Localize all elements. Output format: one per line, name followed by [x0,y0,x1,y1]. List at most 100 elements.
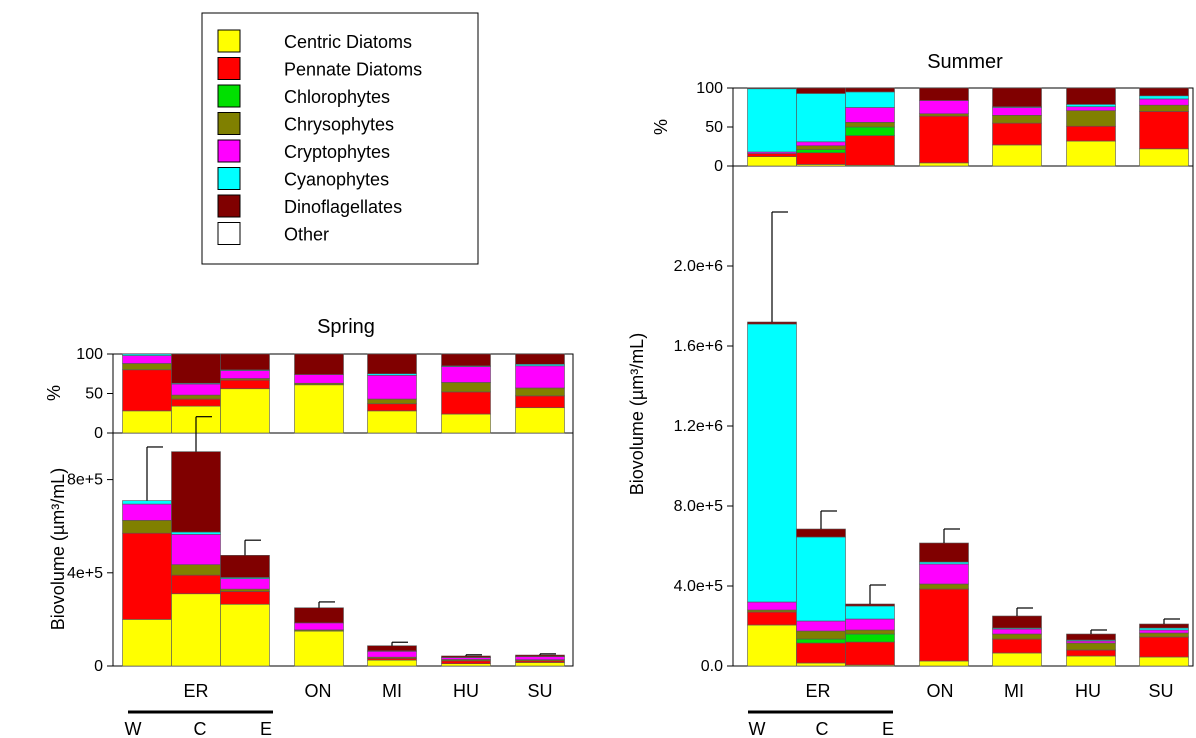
spring-bio-bar-er-e-chrysophytes [220,588,270,592]
spring-biovolume-axis-label: Biovolume (µm³/mL) [48,468,68,630]
summer-bio-bar-er-w-cyanophytes [747,323,797,603]
spring-pct-bar-hu-pennate-diatoms [441,391,491,415]
summer-bio-bar-mi-cryptophytes [992,628,1042,635]
summer-er-label: ER [805,681,830,701]
summer-bio-tick-label-2: 8.0e+5 [674,498,723,515]
spring-pct-bar-er-c-cryptophytes [171,383,221,396]
legend-swatch-cryptophytes [217,139,241,163]
summer-pct-bar-su-cyanophytes [1139,95,1189,100]
spring-pct-bar-er-c-dinoflagellates [171,353,221,384]
legend-label-chrysophytes: Chrysophytes [284,115,394,135]
summer-bio-bar-hu-dinoflagellates [1066,633,1116,641]
spring-pct-bar-er-c-pennate-diatoms [171,398,221,407]
summer-pct-bar-hu-cryptophytes [1066,106,1116,111]
spring-bio-bar-er-c-cyanophytes [171,531,221,535]
spring-pct-bar-er-c-chrysophytes [171,394,221,400]
summer-pct-bar-er-e-chrysophytes [845,122,895,128]
summer-bio-bar-er-c-pennate-diatoms [796,642,846,664]
spring-bio-tick-label-0: 0 [94,658,103,675]
spring-axes: 0 50 100 0 4e+5 8e+5 [67,346,113,675]
summer-pct-bar-on-centric-diatoms [919,162,969,167]
summer-pct-bar-hu-cyanophytes [1066,104,1116,108]
summer-bio-bar-su-pennate-diatoms [1139,636,1189,658]
summer-bio-bar-er-c-chrysophytes [796,630,846,640]
spring-bio-bar-hu-pennate-diatoms [441,660,491,664]
spring-bio-bar-su-centric-diatoms [515,662,565,667]
legend-swatch-other [217,222,241,245]
spring-pct-tick-label-0: 0 [94,425,103,442]
summer-bio-bar-on-pennate-diatoms [919,588,969,662]
spring-pct-bar-mi-cryptophytes [367,375,417,400]
spring-bio-bar-hu-dinoflagellates [441,655,491,658]
summer-bars [747,87,1189,667]
summer-pct-bar-hu-centric-diatoms [1066,140,1116,167]
spring-bio-bar-hu-centric-diatoms [441,663,491,667]
legend-swatch-dinoflagellates [217,194,241,218]
spring-bio-tick-label-1: 4e+5 [67,565,103,582]
summer-bio-bar-er-c-centric-diatoms [796,662,846,667]
summer-e-label: E [882,719,894,738]
summer-pct-bar-er-w-cyanophytes [747,88,797,153]
spring-e-label: E [260,719,272,738]
summer-pct-bar-er-e-cyanophytes [845,91,895,108]
summer-pct-bar-er-c-pennate-diatoms [796,152,846,165]
spring-bio-bar-er-w-pennate-diatoms [122,532,172,620]
summer-bio-bar-on-chrysophytes [919,583,969,590]
summer-bio-bar-mi-pennate-diatoms [992,638,1042,654]
summer-pct-bar-su-dinoflagellates [1139,87,1189,97]
legend: Centric Diatoms Pennate Diatoms Chlorophyt… [201,12,479,265]
spring-bio-bar-er-c-pennate-diatoms [171,574,221,595]
spring-bio-bar-on-centric-diatoms [294,630,344,667]
summer-pct-bar-mi-pennate-diatoms [992,122,1042,146]
spring-bio-bar-su-cryptophytes [515,656,565,661]
legend-label-centric-diatoms: Centric Diatoms [284,32,412,52]
summer-bio-tick-label-4: 1.6e+6 [674,338,723,355]
summer-axes: 0 50 100 0.0 4.0e+5 8.0e+5 1.2e+6 1.6e+6 2.0e+6 [674,80,733,675]
spring-pct-bar-mi-chrysophytes [367,398,417,405]
summer-bio-bar-on-dinoflagellates [919,542,969,563]
summer-biovolume-axis-label: Biovolume (µm³/mL) [627,333,647,495]
spring-pct-bar-er-e-pennate-diatoms [220,379,270,390]
summer-bio-bar-er-e-chrysophytes [845,629,895,635]
spring-pct-bar-hu-centric-diatoms [441,413,491,434]
spring-bio-tick-label-2: 8e+5 [67,472,103,489]
spring-bio-bar-er-e-centric-diatoms [220,603,270,667]
summer-bio-bar-su-dinoflagellates [1139,623,1189,629]
legend-label-cryptophytes: Cryptophytes [284,142,390,162]
spring-chart: Spring % Biovolume (µm³/mL) 0 50 100 0 4e+5 8… [44,316,574,738]
spring-pct-bar-on-centric-diatoms [294,384,344,434]
spring-mi-label: MI [382,681,402,701]
summer-bio-bar-er-c-dinoflagellates [796,528,846,538]
legend-swatch-centric-diatoms [217,29,241,53]
legend-label-cyanophytes: Cyanophytes [284,170,389,190]
summer-pct-bar-on-pennate-diatoms [919,115,969,164]
summer-bio-bar-er-e-cyanophytes [845,605,895,620]
spring-pct-bar-er-w-cryptophytes [122,355,172,364]
summer-pct-bar-on-dinoflagellates [919,87,969,101]
spring-bio-bar-er-c-chrysophytes [171,564,221,576]
spring-bars [122,353,565,667]
legend-items: Centric Diatoms Pennate Diatoms Chlorophyt… [217,29,422,245]
summer-pct-bar-hu-pennate-diatoms [1066,125,1116,142]
spring-pct-bar-hu-cryptophytes [441,366,491,383]
summer-bio-tick-label-3: 1.2e+6 [674,418,723,435]
spring-bio-bar-er-c-centric-diatoms [171,593,221,667]
summer-chart: Summer % Biovolume (µm³/mL) 0 50 100 0.0 4.0… [627,51,1194,738]
summer-pct-bar-su-centric-diatoms [1139,148,1189,167]
summer-bio-bar-er-w-cryptophytes [747,601,797,611]
summer-pct-bar-su-cryptophytes [1139,98,1189,106]
summer-title: Summer [927,51,1003,73]
summer-bio-bar-su-cryptophytes [1139,629,1189,634]
spring-su-label: SU [527,681,552,701]
legend-swatch-chlorophytes [217,84,241,108]
summer-hu-label: HU [1075,681,1101,701]
summer-pct-tick-label-100: 100 [696,80,723,97]
spring-pct-tick-label-50: 50 [85,386,103,403]
summer-su-label: SU [1148,681,1173,701]
spring-bio-bar-er-e-cryptophytes [220,578,270,590]
spring-bio-bar-er-w-cryptophytes [122,503,172,521]
spring-pct-bar-su-dinoflagellates [515,353,565,365]
spring-bio-bar-er-e-pennate-diatoms [220,591,270,605]
summer-percent-axis-label: % [651,119,671,135]
